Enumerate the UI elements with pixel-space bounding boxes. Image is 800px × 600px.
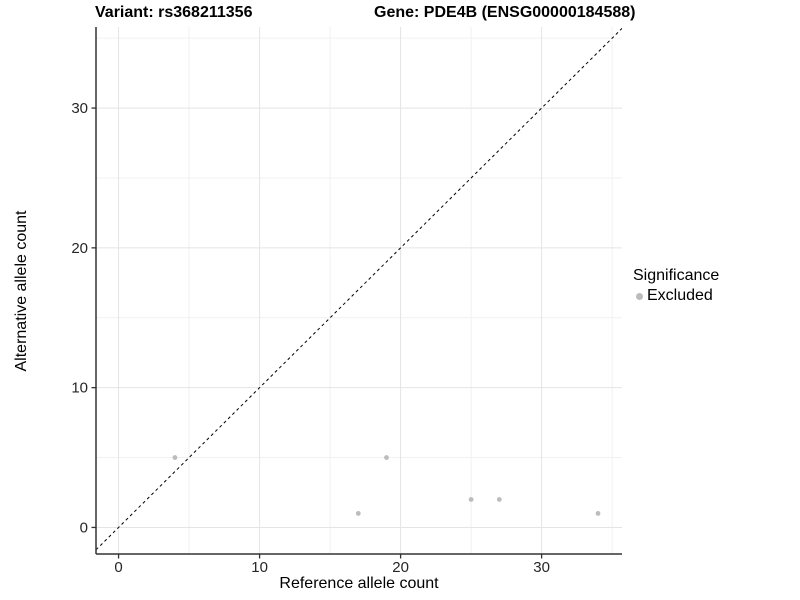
y-tick-label: 20	[71, 240, 88, 257]
y-tick-label: 0	[80, 519, 88, 536]
data-point	[384, 455, 389, 460]
variant-title: Variant: rs368211356	[95, 4, 253, 21]
legend-title: Significance	[633, 267, 720, 284]
grid-minor-lines	[96, 27, 622, 554]
data-point	[172, 455, 178, 460]
y-axis-title: Alternative allele count	[13, 210, 30, 372]
excluded-point-swatch-icon	[636, 292, 643, 300]
legend: Significance Excluded	[633, 266, 719, 305]
gene-title: Gene: PDE4B (ENSG00000184588)	[374, 4, 636, 21]
x-tick-label: 10	[251, 559, 268, 576]
plot-panel	[96, 27, 622, 554]
legend-item-excluded: Excluded	[633, 287, 719, 305]
axis-tick-marks	[91, 107, 543, 559]
x-tick-label: 20	[392, 559, 409, 576]
data-point	[355, 511, 361, 516]
x-axis-title: Reference allele count	[279, 575, 439, 592]
legend-item-label: Excluded	[647, 287, 713, 304]
axis-tick-labels: 0 10 20 30 0 10 20 30	[71, 100, 550, 576]
y-tick-label: 30	[71, 100, 88, 117]
data-point	[496, 497, 502, 502]
data-point	[595, 511, 601, 516]
data-points	[172, 455, 601, 516]
x-tick-label: 0	[114, 559, 122, 576]
grid-major-lines	[96, 27, 622, 554]
axis-lines	[95, 27, 622, 555]
x-tick-label: 30	[533, 559, 550, 576]
data-point	[468, 497, 474, 502]
y-tick-label: 10	[71, 380, 88, 397]
